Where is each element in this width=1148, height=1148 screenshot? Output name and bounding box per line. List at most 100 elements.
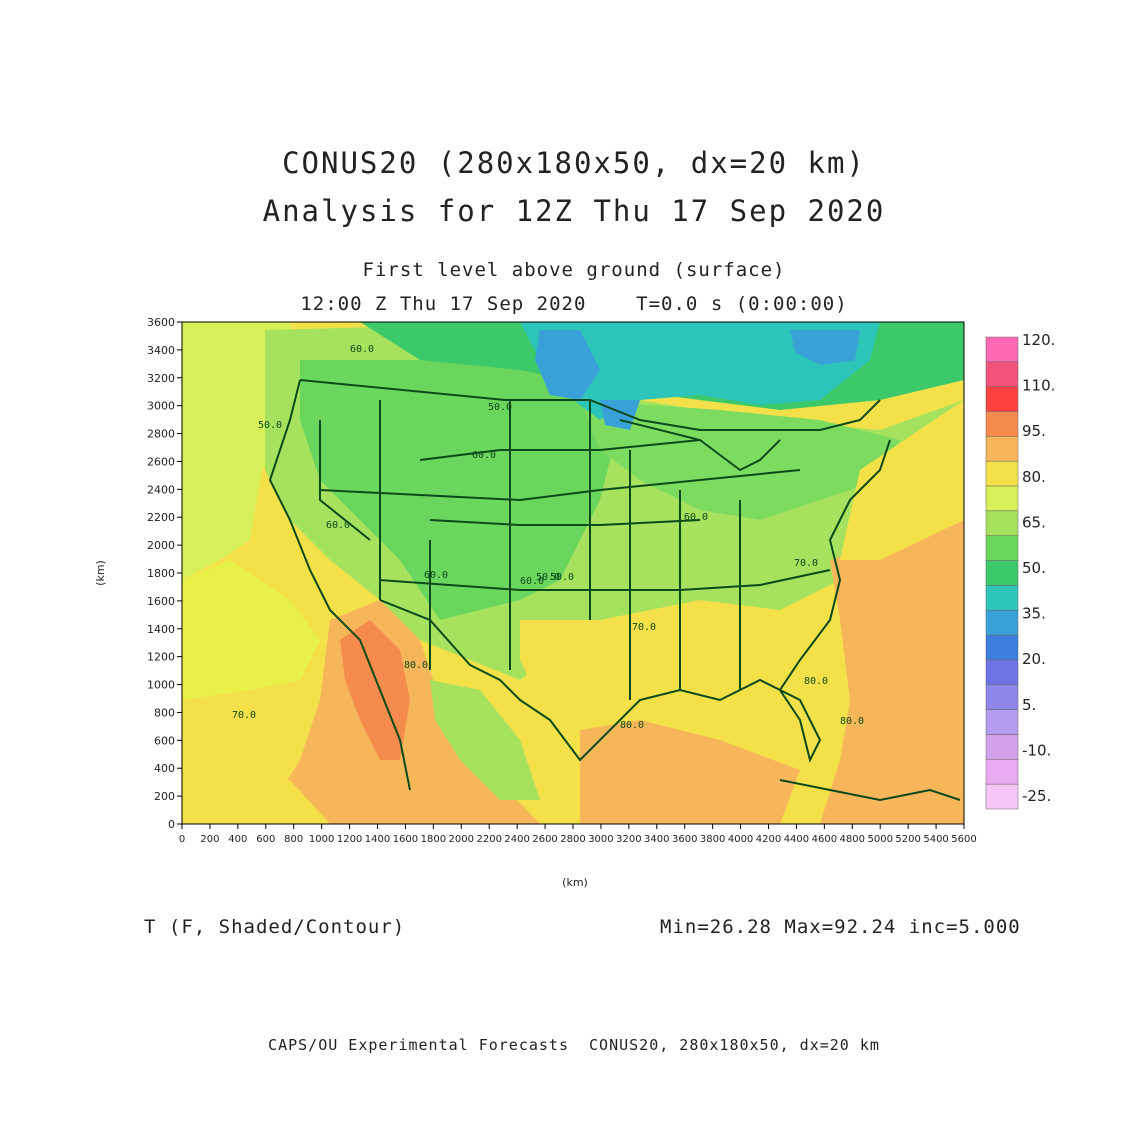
cuba-line bbox=[779, 779, 961, 802]
x-tick-label: 2200 bbox=[476, 834, 501, 845]
y-tick-label: 3400 bbox=[147, 344, 175, 357]
y-tick-label: 800 bbox=[154, 706, 175, 719]
y-tick-label: 3000 bbox=[147, 400, 175, 413]
field-hudson bbox=[520, 322, 880, 420]
x-tick-label: 4000 bbox=[728, 834, 753, 845]
colorbar-swatch bbox=[985, 560, 1019, 586]
y-tick-label: 600 bbox=[154, 734, 175, 747]
x-axis-title: (km) bbox=[562, 876, 588, 889]
x-tick-label: 2400 bbox=[504, 834, 529, 845]
x-tick-label: 3800 bbox=[700, 834, 725, 845]
y-tick-label: 1600 bbox=[147, 595, 175, 608]
colorbar: 120. 110. 95. 80. 65. 50. 35. 20. 5. -10. -25. bbox=[985, 331, 1055, 810]
colorbar-label: 110. bbox=[1022, 377, 1055, 395]
y-tick-label: 2000 bbox=[147, 539, 175, 552]
colorbar-label: -10. bbox=[1022, 741, 1051, 759]
colorbar-label: 80. bbox=[1022, 468, 1046, 486]
x-tick-label: 2000 bbox=[449, 834, 474, 845]
colorbar-swatch bbox=[985, 734, 1019, 760]
southern-east-coast bbox=[379, 439, 891, 763]
colorbar-swatch bbox=[985, 510, 1019, 536]
x-tick-label: 3600 bbox=[672, 834, 697, 845]
level-label: First level above ground (surface) bbox=[362, 259, 786, 281]
us-canada-border bbox=[299, 379, 881, 431]
y-axis: 0 200 400 600 800 1000 1200 1400 1600 1800 2000 220… bbox=[147, 316, 182, 831]
colorbar-swatch bbox=[985, 436, 1019, 462]
x-tick-label: 5400 bbox=[923, 834, 948, 845]
x-tick-label: 5000 bbox=[867, 834, 892, 845]
x-tick-label: 4200 bbox=[756, 834, 781, 845]
contour-label: 50.0 bbox=[536, 572, 560, 583]
colorbar-swatch bbox=[985, 535, 1019, 561]
colorbar-swatch bbox=[985, 783, 1019, 810]
field-atlantic bbox=[820, 520, 964, 824]
colorbar-label: 5. bbox=[1022, 696, 1036, 714]
x-tick-label: 800 bbox=[284, 834, 303, 845]
x-tick-label: 1800 bbox=[421, 834, 446, 845]
contour-label: 80.0 bbox=[840, 716, 864, 727]
variable-label: T (F, Shaded/Contour) bbox=[144, 916, 406, 938]
plot-title-line1: CONUS20 (280x180x50, dx=20 km) bbox=[282, 146, 866, 180]
colorbar-label: 50. bbox=[1022, 559, 1046, 577]
colorbar-label: 35. bbox=[1022, 605, 1046, 623]
x-tick-label: 3400 bbox=[644, 834, 669, 845]
plot-title-line2: Analysis for 12Z Thu 17 Sep 2020 bbox=[262, 194, 886, 228]
contour-label: 60.0 bbox=[472, 450, 496, 461]
x-tick-label: 1600 bbox=[393, 834, 418, 845]
y-tick-label: 3200 bbox=[147, 372, 175, 385]
field-atlantic-north bbox=[840, 400, 964, 560]
y-tick-label: 1000 bbox=[147, 679, 175, 692]
colorbar-label: -25. bbox=[1022, 787, 1051, 805]
field-baja-hot bbox=[340, 620, 410, 760]
contour-label: 60.0 bbox=[326, 520, 350, 531]
colorbar-label: 65. bbox=[1022, 513, 1046, 531]
colorbar-swatch bbox=[985, 610, 1019, 636]
map-field bbox=[182, 322, 964, 824]
colorbar-label: 95. bbox=[1022, 422, 1046, 440]
x-tick-label: 5600 bbox=[951, 834, 976, 845]
contour-label: 60.0 bbox=[424, 570, 448, 581]
x-tick-label: 4600 bbox=[812, 834, 837, 845]
colorbar-swatch bbox=[985, 460, 1019, 487]
y-tick-label: 1200 bbox=[147, 651, 175, 664]
contour-label: 50.0 bbox=[550, 572, 574, 583]
y-tick-label: 0 bbox=[168, 818, 175, 831]
contour-label: 80.0 bbox=[404, 660, 428, 671]
footer-credit: CAPS/OU Experimental Forecasts CONUS20, … bbox=[268, 1036, 880, 1054]
colorbar-swatch bbox=[985, 485, 1019, 512]
contour-label: 60.0 bbox=[684, 512, 708, 523]
y-axis-title: (km) bbox=[94, 560, 107, 586]
contour-label: 80.0 bbox=[804, 676, 828, 687]
contour-label: 50.0 bbox=[488, 402, 512, 413]
x-tick-label: 5200 bbox=[895, 834, 920, 845]
contour-label: 60.0 bbox=[520, 576, 544, 587]
x-tick-label: 200 bbox=[200, 834, 219, 845]
state-line-h3 bbox=[419, 439, 701, 461]
contour-label: 80.0 bbox=[620, 720, 644, 731]
colorbar-swatch bbox=[985, 759, 1019, 785]
y-tick-label: 2400 bbox=[147, 483, 175, 496]
y-tick-label: 2200 bbox=[147, 511, 175, 524]
contour-labels: 60.050.060.050.060.060.060.050.050.060.0… bbox=[232, 344, 864, 731]
colorbar-label: 120. bbox=[1022, 331, 1055, 349]
contour-label: 70.0 bbox=[632, 622, 656, 633]
x-tick-label: 4400 bbox=[784, 834, 809, 845]
x-tick-label: 3000 bbox=[588, 834, 613, 845]
y-tick-label: 200 bbox=[154, 790, 175, 803]
state-line-h1 bbox=[379, 569, 831, 591]
colorbar-swatch bbox=[985, 386, 1019, 412]
west-coast bbox=[268, 379, 411, 791]
colorbar-swatch bbox=[985, 709, 1019, 735]
colorbar-swatch bbox=[985, 634, 1019, 661]
colorbar-swatch bbox=[985, 684, 1019, 710]
x-tick-label: 4800 bbox=[840, 834, 865, 845]
colorbar-swatch bbox=[985, 659, 1019, 686]
colorbar-label: 20. bbox=[1022, 650, 1046, 668]
y-tick-label: 1800 bbox=[147, 567, 175, 580]
great-lakes bbox=[619, 419, 781, 472]
valid-time-label: 12:00 Z Thu 17 Sep 2020 T=0.0 s (0:00:00… bbox=[300, 293, 848, 315]
field-cold-patch-2 bbox=[790, 330, 860, 365]
x-tick-label: 1200 bbox=[337, 834, 362, 845]
colorbar-swatch bbox=[985, 336, 1019, 363]
